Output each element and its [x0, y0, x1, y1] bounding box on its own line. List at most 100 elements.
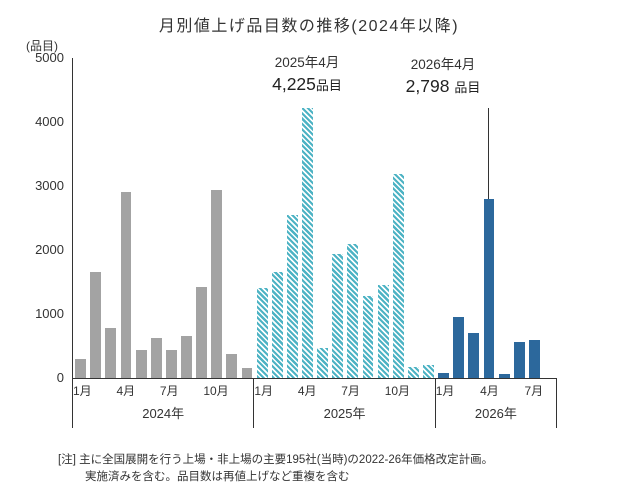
year-label: 2026年 [474, 406, 517, 421]
month-tick-empty [229, 382, 241, 400]
bar-slot [360, 58, 375, 378]
annotation-date: 2026年4月 [410, 57, 476, 72]
y-axis: 0 1000 2000 3000 4000 5000 [26, 50, 72, 385]
month-tick-empty [372, 382, 384, 400]
month-tick-row: 1月 4月 7月 10月 [254, 382, 434, 400]
bar-2024年-1月 [75, 358, 86, 378]
month-tick-label: 1月 [254, 384, 274, 398]
bar-slot [376, 58, 391, 378]
bar-2024年-8月 [181, 336, 192, 378]
x-label-group-2024年: 1月 4月 7月 10月 2024年 [73, 379, 255, 428]
month-tick-label: 10月 [384, 384, 411, 398]
bar-slot [88, 58, 103, 378]
bar-2025年-4月 [302, 107, 313, 378]
month-tick-label: 7月 [159, 384, 179, 398]
month-tick-empty [148, 382, 160, 400]
bar-2024年-3月 [105, 328, 117, 378]
bar-slot [527, 58, 542, 378]
bar-slot [330, 58, 345, 378]
bar-slot [512, 58, 527, 378]
y-axis-tick-label: 1000 [35, 306, 64, 321]
month-tick-row: 1月 4月 7月 [436, 382, 556, 400]
bar-2024年-2月 [90, 272, 102, 378]
bar-slot [194, 58, 209, 378]
month-tick-empty [543, 382, 556, 400]
bar-slot [164, 58, 179, 378]
bar-2026年-5月 [498, 373, 510, 378]
bar-slot [345, 58, 360, 378]
bar-slot [149, 58, 164, 378]
bar-slot [315, 58, 330, 378]
month-tick-label: 4月 [116, 384, 136, 398]
annotation-value: 2,798 品目 [406, 75, 481, 99]
bar-2026年-4月 [483, 198, 495, 378]
bar-2026年-7月 [528, 339, 540, 378]
chart-title: 月別値上げ品目数の推移(2024年以降) [158, 18, 460, 35]
bar-2025年-11月 [407, 367, 419, 378]
bar-2025年-1月 [256, 288, 268, 378]
bar-slot [73, 58, 88, 378]
bar-2026年-6月 [513, 342, 525, 378]
annotation-pointer-line [488, 108, 489, 199]
annotation-date: 2025年4月 [274, 55, 340, 70]
bar-slot [209, 58, 224, 378]
month-tick-empty [317, 382, 329, 400]
bar-slot [451, 58, 466, 378]
bar-slot [103, 58, 118, 378]
annotation-value: 4,225品目 [272, 73, 342, 97]
bar-slot [255, 58, 270, 378]
bar-2025年-6月 [332, 254, 344, 378]
plot-wrapper: 2025年4月 4,225品目 2026年4月 2,798 品目 1月 4月 7月 1… [72, 55, 557, 428]
bar-2024年-4月 [120, 191, 132, 378]
bar-2024年-9月 [196, 287, 207, 378]
bar-2024年-10月 [211, 190, 223, 378]
bar-2025年-10月 [392, 174, 404, 378]
month-tick-empty [179, 382, 191, 400]
month-tick-empty [285, 382, 297, 400]
bar-slot [421, 58, 436, 378]
bar-group-2026年 [436, 58, 557, 378]
bar-2024年-6月 [150, 338, 162, 378]
month-tick-label: 10月 [203, 384, 229, 398]
bar-2025年-5月 [317, 347, 328, 378]
bar-2025年-7月 [347, 243, 359, 378]
bar-group-2025年 [255, 58, 437, 378]
annotation-unit: 品目 [454, 80, 481, 95]
month-tick-empty [360, 382, 372, 400]
month-tick-empty [329, 382, 341, 400]
month-tick-empty [104, 382, 116, 400]
bar-2024年-7月 [165, 349, 177, 378]
annotation-unit: 品目 [315, 78, 342, 93]
month-tick-row: 1月 4月 7月 10月 [73, 382, 253, 400]
bar-2025年-12月 [423, 365, 434, 378]
month-tick-label: 4月 [480, 384, 499, 398]
bar-2026年-3月 [468, 333, 480, 378]
month-tick-empty [273, 382, 285, 400]
bar-slot [179, 58, 194, 378]
x-axis-labels: 1月 4月 7月 10月 2024年 1月 4月 7月 10月 2025年 1月 4月 7月 2026年 [72, 379, 557, 428]
bar-slot [436, 58, 451, 378]
month-tick-label: 1月 [435, 384, 455, 398]
bar-slot [224, 58, 239, 378]
bar-2026年-1月 [438, 372, 449, 378]
month-tick-empty [512, 382, 525, 400]
plot-area [72, 58, 557, 379]
y-axis-tick-label: 0 [56, 370, 64, 385]
bar-2024年-11月 [226, 354, 238, 378]
month-tick-empty [241, 382, 253, 400]
year-label: 2024年 [142, 406, 185, 421]
bar-slot [542, 58, 557, 378]
month-tick-label: 4月 [297, 384, 317, 398]
bar-slot [497, 58, 512, 378]
footnote-line-2: 実施済みを含む。品目数は再値上げなど重複を含む [85, 471, 350, 484]
footnote: [注] 主に全国展開を行う上場・非上場の主要195社(当時)の2022-26年価… [58, 452, 493, 487]
month-tick-empty [454, 382, 467, 400]
annotation-2026-04: 2026年4月 2,798 品目 [406, 56, 481, 99]
month-tick-empty [92, 382, 104, 400]
bar-2025年-8月 [362, 296, 374, 378]
annotation-2025-04: 2025年4月 4,225品目 [272, 54, 342, 97]
y-axis-unit-label: (品目) [26, 39, 58, 53]
month-tick-label: 7月 [524, 384, 544, 398]
month-tick-label: 7月 [341, 384, 360, 398]
